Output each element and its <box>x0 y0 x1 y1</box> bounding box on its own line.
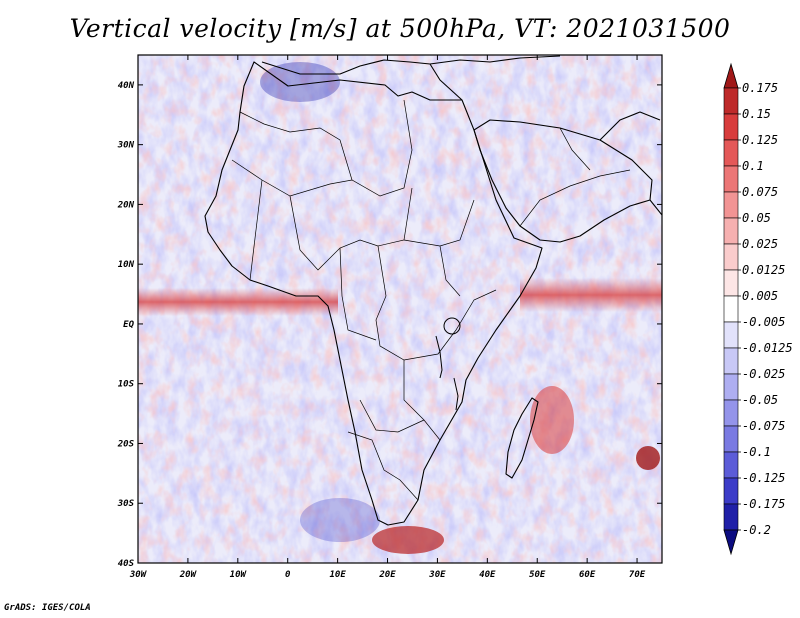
colorbar-swatch <box>723 243 739 271</box>
lon-tick-label: 50E <box>529 570 546 580</box>
lat-tick-label: EQ <box>123 320 134 330</box>
colorbar-label: 0.05 <box>742 211 771 225</box>
colorbar-label: -0.005 <box>742 315 785 329</box>
map-frame <box>137 54 663 564</box>
lat-tick-label: 40N <box>118 81 135 91</box>
colorbar-label: 0.15 <box>742 107 771 121</box>
lon-tick-label: 40E <box>479 570 496 580</box>
lon-tick-label: 60E <box>579 570 596 580</box>
lat-tick-label: 10N <box>118 260 135 270</box>
lon-tick-label: 20W <box>179 570 198 580</box>
colorbar-top-triangle <box>723 62 739 89</box>
latitude-axis: 40N 30N 20N 10N EQ 10S 20S 30S 40S <box>117 81 662 569</box>
cyclone-updraft <box>636 446 660 470</box>
india-coast <box>649 199 662 216</box>
velocity-field <box>138 55 662 563</box>
lon-tick-label: 70E <box>629 570 646 580</box>
lat-tick-label: 20N <box>117 200 135 210</box>
colorbar-swatch <box>723 217 739 245</box>
colorbar-label: -0.0125 <box>742 341 793 355</box>
colorbar-swatch <box>723 425 739 453</box>
colorbar-swatch <box>723 347 739 375</box>
colorbar-swatch <box>723 373 739 401</box>
colorbar: 0.175 0.15 0.125 0.1 0.075 0.05 0.025 0.0125 0.0… <box>723 62 793 556</box>
colorbar-swatch <box>723 295 739 323</box>
lake-tanganyika <box>435 335 443 379</box>
colorbar-label: -0.125 <box>742 471 785 485</box>
colorbar-label: -0.175 <box>742 497 785 511</box>
colorbar-swatch <box>723 139 739 167</box>
lat-tick-label: 20S <box>117 439 135 449</box>
colorbar-swatch <box>723 165 739 193</box>
colorbar-swatch <box>723 399 739 427</box>
colorbar-label: -0.05 <box>742 393 778 407</box>
madagascar-coastline <box>505 397 539 479</box>
colorbar-label: 0.0125 <box>742 263 785 277</box>
credit-text: GrADS: IGES/COLA <box>4 603 91 613</box>
colorbar-label: 0.125 <box>742 133 778 147</box>
south-downdraft <box>300 498 380 542</box>
colorbar-label: 0.025 <box>742 237 778 251</box>
colorbar-swatch <box>723 87 739 115</box>
lon-tick-label: 20E <box>378 570 396 580</box>
colorbar-swatch <box>723 451 739 479</box>
colorbar-swatch <box>723 321 739 349</box>
longitude-axis: 30W 20W 10W 0 10E 20E 30E 40E 50E 60E 70E <box>129 55 646 580</box>
africa-coastline <box>204 61 543 526</box>
arabia-coastline <box>473 119 653 243</box>
map-figure: 40N 30N 20N 10N EQ 10S 20S 30S 40S 30W 20W 10W 0 10E… <box>117 54 793 580</box>
colorbar-swatch <box>723 113 739 141</box>
colorbar-label: -0.1 <box>742 445 771 459</box>
iran-coast <box>599 111 661 141</box>
colorbar-label: -0.2 <box>742 523 771 537</box>
colorbar-swatch <box>723 191 739 219</box>
colorbar-label: 0.005 <box>742 289 778 303</box>
lake-malawi <box>453 377 459 411</box>
coastlines <box>204 55 662 526</box>
lat-tick-label: 30N <box>117 141 135 151</box>
lon-tick-label: 10W <box>230 570 248 580</box>
lat-tick-label: 40S <box>118 559 135 569</box>
colorbar-swatch <box>723 477 739 505</box>
colorbar-bottom-triangle <box>723 529 739 556</box>
itcz-band-west <box>138 288 338 316</box>
mediterranean-coast <box>261 55 561 101</box>
lon-tick-label: 10E <box>329 570 346 580</box>
colorbar-label: 0.1 <box>742 159 764 173</box>
itcz-band-east <box>520 278 662 312</box>
chart-title: Vertical velocity [m/s] at 500hPa, VT: 2… <box>69 14 731 43</box>
colorbar-label: 0.175 <box>742 81 778 95</box>
colorbar-label: 0.075 <box>742 185 778 199</box>
lon-tick-label: 0 <box>285 570 291 580</box>
country-borders <box>231 99 631 501</box>
lake-victoria <box>443 317 461 335</box>
north-downdraft <box>260 62 340 102</box>
south-africa-updraft <box>372 526 444 554</box>
colorbar-swatch <box>723 503 739 531</box>
colorbar-swatch <box>723 269 739 297</box>
madagascar-updraft <box>530 386 574 454</box>
lon-tick-label: 30W <box>129 570 148 580</box>
lat-tick-label: 10S <box>118 380 135 390</box>
lat-tick-label: 30S <box>117 499 135 509</box>
lakes <box>435 317 461 411</box>
colorbar-label: -0.075 <box>742 419 785 433</box>
lon-tick-label: 30E <box>428 570 446 580</box>
colorbar-label: -0.025 <box>742 367 785 381</box>
